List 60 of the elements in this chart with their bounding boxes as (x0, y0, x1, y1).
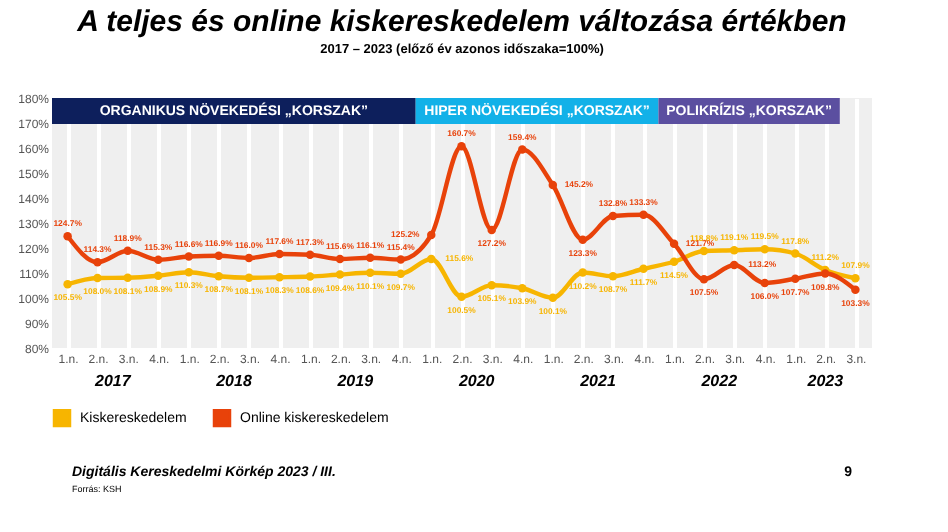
point (427, 230, 436, 240)
point (63, 232, 72, 241)
point (335, 270, 345, 279)
point (760, 278, 769, 288)
point (669, 257, 679, 266)
text: 2021 (578, 372, 617, 390)
text: 2022 (699, 372, 739, 390)
text: 2020 (456, 372, 496, 390)
chart-title: A teljes és online kiskereskedelem változása értékben (75, 5, 847, 39)
point (760, 245, 769, 254)
point (457, 142, 466, 151)
point (457, 292, 466, 301)
point (699, 246, 709, 256)
point (154, 255, 163, 264)
point (244, 273, 254, 282)
point (305, 250, 315, 259)
point (244, 253, 254, 263)
text: 2019 (335, 372, 375, 390)
point (365, 253, 375, 262)
point (93, 258, 102, 267)
point (427, 254, 436, 264)
point (93, 273, 102, 283)
point (851, 274, 860, 283)
point (791, 249, 800, 258)
point (669, 239, 679, 248)
point (487, 281, 496, 290)
point (518, 284, 527, 293)
text: 2018 (214, 372, 253, 390)
point (63, 280, 72, 289)
point (275, 273, 284, 282)
point (184, 252, 194, 261)
point (123, 273, 132, 282)
point (578, 268, 587, 277)
point (851, 285, 860, 294)
point (639, 210, 648, 219)
point (214, 251, 223, 260)
point (548, 293, 558, 302)
point (791, 274, 800, 283)
point (335, 254, 345, 264)
point (729, 260, 739, 270)
point (365, 268, 375, 277)
point (396, 255, 405, 264)
point (639, 264, 648, 273)
text: 2017 (92, 372, 132, 390)
point (699, 275, 709, 284)
point (487, 225, 496, 235)
text: 2023 (805, 372, 845, 390)
point (729, 246, 739, 255)
point (214, 272, 223, 281)
point (184, 268, 194, 277)
point (396, 269, 405, 278)
point (275, 249, 284, 259)
point (548, 180, 558, 190)
point (608, 211, 618, 221)
point (578, 235, 587, 244)
point (123, 246, 132, 255)
point (305, 272, 315, 281)
point (518, 145, 527, 154)
point (154, 271, 163, 280)
point (608, 272, 618, 281)
